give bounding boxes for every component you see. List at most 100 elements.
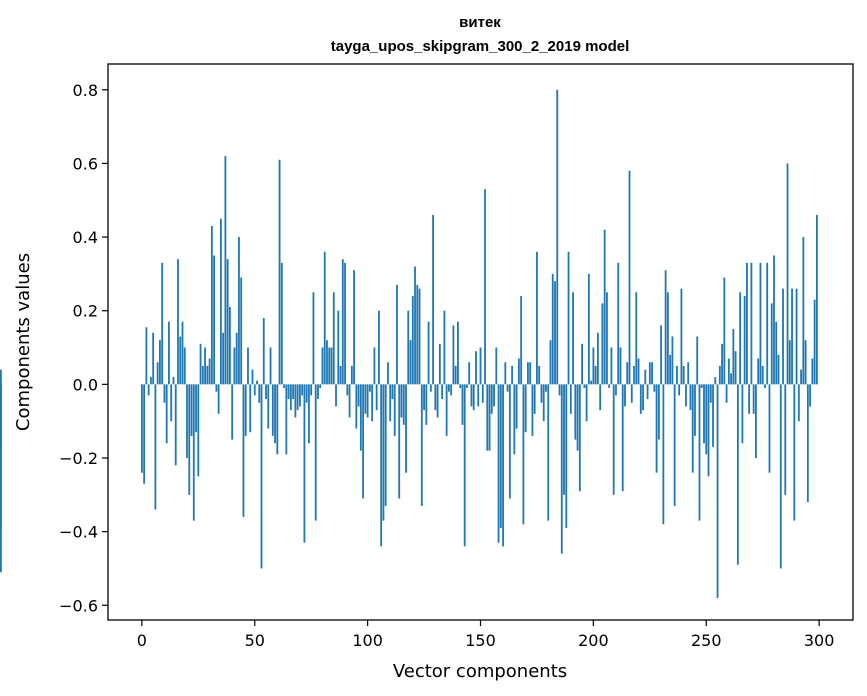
- bar: [797, 384, 800, 422]
- bar: [784, 384, 787, 495]
- bar: [186, 384, 188, 458]
- bar: [793, 384, 796, 521]
- y-tick-label: 0.4: [73, 228, 98, 247]
- bar: [378, 310, 380, 385]
- bar: [673, 384, 676, 506]
- bar: [170, 384, 173, 422]
- bar: [380, 384, 383, 547]
- bar: [488, 384, 491, 451]
- bar: [346, 384, 349, 396]
- bar: [639, 384, 642, 414]
- bar: [578, 384, 581, 492]
- bar: [301, 384, 304, 396]
- bar: [565, 384, 568, 528]
- bar: [804, 340, 807, 385]
- chart-title: витек: [459, 14, 501, 31]
- bar: [416, 284, 419, 385]
- bar: [285, 384, 288, 455]
- bar: [757, 358, 760, 385]
- bar: [459, 384, 462, 389]
- bar: [472, 384, 475, 411]
- bar: [572, 292, 574, 385]
- bar: [238, 237, 240, 385]
- bar: [791, 288, 793, 385]
- bar: [567, 251, 570, 385]
- bar: [330, 347, 333, 385]
- bar: [513, 384, 516, 455]
- bar: [664, 270, 667, 385]
- bar: [788, 340, 791, 385]
- x-axis-label: Vector components: [393, 661, 567, 682]
- bar: [287, 384, 290, 400]
- bar: [669, 354, 672, 385]
- bar: [680, 288, 683, 385]
- bar: [691, 384, 694, 473]
- bar: [436, 384, 439, 418]
- bar: [143, 384, 146, 484]
- bar: [231, 384, 234, 440]
- bar: [549, 340, 552, 385]
- plot-frame: [107, 63, 854, 621]
- bar: [596, 332, 599, 385]
- bar: [445, 384, 448, 436]
- bar: [418, 288, 421, 385]
- bar: [434, 384, 437, 411]
- bar: [233, 347, 236, 385]
- bar: [563, 384, 565, 495]
- bar: [335, 384, 337, 407]
- bar: [748, 384, 751, 414]
- bar: [646, 384, 649, 400]
- bar: [183, 347, 186, 385]
- bar: [714, 376, 717, 385]
- bar: [258, 384, 261, 403]
- bar: [154, 384, 157, 510]
- bar: [240, 277, 243, 385]
- bar: [520, 295, 523, 385]
- bar: [524, 384, 527, 433]
- bar: [741, 384, 744, 444]
- bar: [204, 347, 206, 385]
- bar: [759, 262, 762, 385]
- bar: [195, 384, 197, 433]
- bar: [517, 358, 520, 385]
- bar: [585, 384, 588, 422]
- bar: [174, 384, 177, 466]
- bar: [734, 351, 737, 385]
- bar: [292, 384, 295, 400]
- bar: [276, 384, 279, 455]
- x-tick-label: 300: [804, 631, 835, 650]
- bar: [405, 384, 407, 473]
- chart-subtitle: tayga_upos_skipgram_300_2_2019 model: [331, 38, 630, 55]
- bar: [779, 384, 782, 569]
- bar: [201, 365, 204, 385]
- bar: [786, 163, 789, 385]
- bar: [423, 384, 425, 411]
- bar: [556, 89, 559, 385]
- bar: [694, 384, 696, 436]
- bar: [249, 384, 252, 433]
- bar: [642, 384, 644, 411]
- bar: [147, 384, 150, 396]
- bar: [481, 384, 484, 403]
- bar: [215, 384, 218, 392]
- bar: [538, 365, 541, 385]
- bar: [768, 384, 771, 473]
- bar: [676, 365, 678, 385]
- bar: [253, 384, 256, 396]
- bar: [599, 384, 602, 411]
- bar: [303, 384, 306, 543]
- bar: [637, 358, 640, 385]
- bar: [251, 369, 254, 385]
- bar: [298, 384, 301, 407]
- bar: [495, 347, 498, 385]
- y-axis-label: Components values: [13, 253, 34, 431]
- bar: [626, 362, 629, 385]
- bar: [206, 365, 209, 385]
- bar: [727, 358, 730, 385]
- bar: [687, 362, 690, 385]
- bar: [506, 384, 509, 392]
- bar: [764, 384, 766, 389]
- bar: [438, 343, 441, 385]
- bar: [515, 384, 518, 429]
